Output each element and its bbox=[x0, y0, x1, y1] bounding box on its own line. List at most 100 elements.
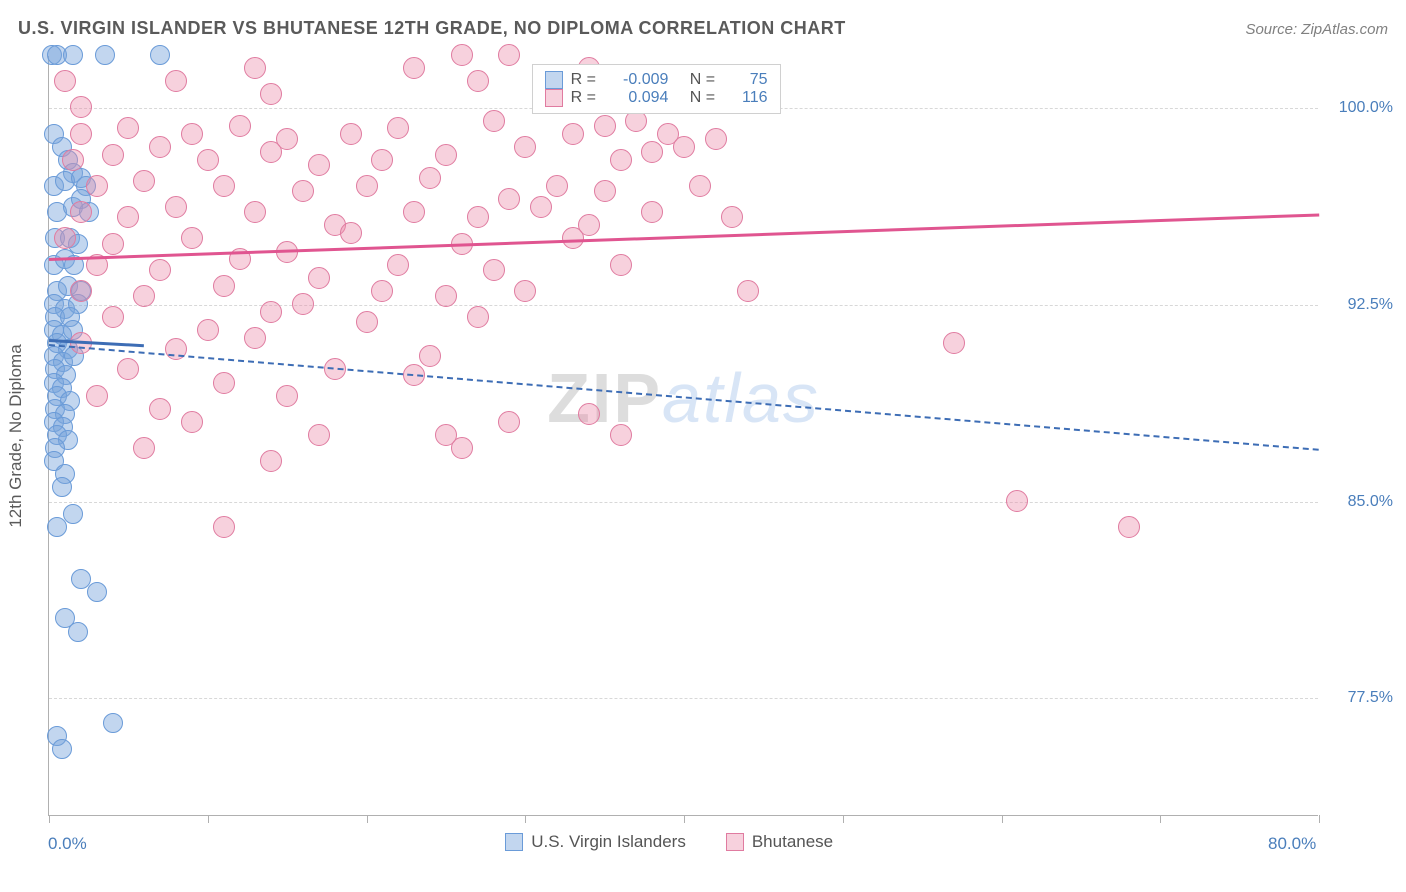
bottom-legend: U.S. Virgin Islanders Bhutanese bbox=[505, 832, 833, 852]
scatter-point bbox=[117, 117, 139, 139]
scatter-point bbox=[943, 332, 965, 354]
scatter-point bbox=[641, 201, 663, 223]
scatter-point bbox=[260, 301, 282, 323]
scatter-point bbox=[63, 45, 83, 65]
scatter-point bbox=[197, 149, 219, 171]
scatter-point bbox=[213, 275, 235, 297]
x-tick bbox=[1002, 815, 1003, 823]
scatter-point bbox=[292, 293, 314, 315]
watermark-zip: ZIP bbox=[547, 359, 662, 437]
x-tick bbox=[525, 815, 526, 823]
bottom-legend-item: U.S. Virgin Islanders bbox=[505, 832, 686, 852]
scatter-point bbox=[610, 149, 632, 171]
y-tick-label: 77.5% bbox=[1328, 689, 1393, 707]
scatter-point bbox=[87, 582, 107, 602]
scatter-point bbox=[483, 259, 505, 281]
scatter-point bbox=[1006, 490, 1028, 512]
scatter-point bbox=[467, 306, 489, 328]
scatter-point bbox=[514, 136, 536, 158]
scatter-point bbox=[451, 44, 473, 66]
scatter-point bbox=[133, 437, 155, 459]
bottom-legend-label: U.S. Virgin Islanders bbox=[531, 832, 686, 852]
scatter-point bbox=[229, 115, 251, 137]
bottom-legend-item: Bhutanese bbox=[726, 832, 833, 852]
scatter-point bbox=[62, 149, 84, 171]
scatter-point bbox=[435, 424, 457, 446]
scatter-point bbox=[133, 285, 155, 307]
y-tick-label: 92.5% bbox=[1328, 296, 1393, 314]
legend-swatch bbox=[726, 833, 744, 851]
scatter-point bbox=[197, 319, 219, 341]
scatter-point bbox=[244, 57, 266, 79]
scatter-point bbox=[47, 517, 67, 537]
legend-r-label: R = bbox=[571, 71, 601, 89]
scatter-point bbox=[546, 175, 568, 197]
correlation-chart: U.S. VIRGIN ISLANDER VS BHUTANESE 12TH G… bbox=[0, 0, 1406, 892]
scatter-point bbox=[181, 227, 203, 249]
title-bar: U.S. VIRGIN ISLANDER VS BHUTANESE 12TH G… bbox=[18, 18, 1388, 39]
legend-swatch bbox=[505, 833, 523, 851]
scatter-point bbox=[165, 70, 187, 92]
scatter-point bbox=[70, 280, 92, 302]
scatter-point bbox=[721, 206, 743, 228]
x-tick bbox=[1319, 815, 1320, 823]
scatter-point bbox=[435, 285, 457, 307]
scatter-point bbox=[371, 149, 393, 171]
gridline bbox=[49, 698, 1318, 699]
stats-legend: R = -0.009 N = 75R = 0.094 N = 116 bbox=[532, 64, 781, 114]
scatter-point bbox=[387, 117, 409, 139]
plot-area: ZIPatlas 77.5%85.0%92.5%100.0%R = -0.009… bbox=[48, 56, 1318, 816]
scatter-point bbox=[498, 188, 520, 210]
scatter-point bbox=[292, 180, 314, 202]
scatter-point bbox=[340, 222, 362, 244]
scatter-point bbox=[340, 123, 362, 145]
scatter-point bbox=[95, 45, 115, 65]
scatter-point bbox=[610, 424, 632, 446]
scatter-point bbox=[705, 128, 727, 150]
scatter-point bbox=[165, 196, 187, 218]
scatter-point bbox=[498, 44, 520, 66]
scatter-point bbox=[1118, 516, 1140, 538]
scatter-point bbox=[594, 115, 616, 137]
chart-source: Source: ZipAtlas.com bbox=[1245, 21, 1388, 38]
scatter-point bbox=[610, 254, 632, 276]
scatter-point bbox=[150, 45, 170, 65]
legend-n-label: N = bbox=[676, 89, 719, 107]
y-axis-title: 12th Grade, No Diploma bbox=[6, 344, 26, 527]
scatter-point bbox=[86, 175, 108, 197]
scatter-point bbox=[68, 622, 88, 642]
scatter-point bbox=[260, 450, 282, 472]
chart-title: U.S. VIRGIN ISLANDER VS BHUTANESE 12TH G… bbox=[18, 18, 846, 39]
scatter-point bbox=[308, 154, 330, 176]
scatter-point bbox=[63, 504, 83, 524]
x-tick bbox=[367, 815, 368, 823]
scatter-point bbox=[213, 516, 235, 538]
legend-n-label: N = bbox=[676, 71, 719, 89]
gridline bbox=[49, 305, 1318, 306]
scatter-point bbox=[356, 175, 378, 197]
scatter-point bbox=[594, 180, 616, 202]
scatter-point bbox=[562, 123, 584, 145]
scatter-point bbox=[213, 175, 235, 197]
y-tick-label: 85.0% bbox=[1328, 493, 1393, 511]
legend-swatch bbox=[545, 89, 563, 107]
x-tick bbox=[843, 815, 844, 823]
scatter-point bbox=[54, 227, 76, 249]
scatter-point bbox=[102, 144, 124, 166]
scatter-point bbox=[403, 57, 425, 79]
scatter-point bbox=[419, 345, 441, 367]
scatter-point bbox=[737, 280, 759, 302]
scatter-point bbox=[578, 403, 600, 425]
scatter-point bbox=[54, 70, 76, 92]
scatter-point bbox=[371, 280, 393, 302]
scatter-point bbox=[435, 144, 457, 166]
scatter-point bbox=[244, 327, 266, 349]
scatter-point bbox=[103, 713, 123, 733]
scatter-point bbox=[52, 477, 72, 497]
legend-swatch bbox=[545, 71, 563, 89]
scatter-point bbox=[149, 259, 171, 281]
scatter-point bbox=[403, 201, 425, 223]
scatter-point bbox=[70, 201, 92, 223]
scatter-point bbox=[70, 96, 92, 118]
legend-r-value: 0.094 bbox=[608, 89, 668, 107]
